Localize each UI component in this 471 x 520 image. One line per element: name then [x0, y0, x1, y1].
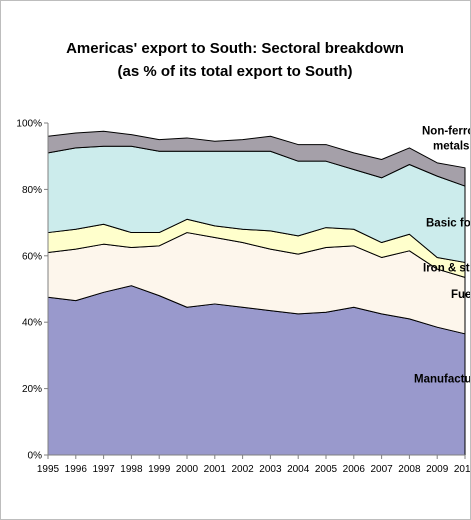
- x-tick-label: 2005: [315, 464, 338, 475]
- y-tick-label: 0%: [28, 451, 43, 462]
- x-tick-label: 2009: [426, 464, 449, 475]
- axis-layer: 0% 20% 40% 60% 80% 100% 1995 1996 1997 1998 1999 20…: [16, 119, 470, 476]
- y-tick-label: 40%: [22, 318, 42, 329]
- series-label-basic-foods: Basic foo: [426, 218, 470, 230]
- x-tick-label: 1998: [120, 464, 143, 475]
- x-tick-label: 2004: [287, 464, 310, 475]
- areas-layer: [47, 130, 466, 456]
- y-tick-label: 100%: [16, 119, 42, 130]
- x-tick-label: 2000: [176, 464, 199, 475]
- x-tick-label: 2006: [343, 464, 366, 475]
- y-tick-label: 80%: [22, 185, 42, 196]
- series-label-iron-steel: Iron & stee: [423, 262, 470, 274]
- chart-title: Americas' export to South: Sectoral brea…: [66, 40, 404, 57]
- chart-subtitle: (as % of its total export to South): [118, 63, 353, 80]
- y-tick-label: 60%: [22, 251, 42, 262]
- y-tick-label: 20%: [22, 384, 42, 395]
- x-tick-label: 2008: [398, 464, 421, 475]
- area-non-ferrous-metals: [47, 130, 466, 187]
- series-label-manufactures: Manufacture: [414, 374, 470, 386]
- x-tick-label: 2001: [204, 464, 227, 475]
- series-label-non-ferrous-metals-line2: metals: [433, 141, 469, 153]
- x-tick-label: 1997: [92, 464, 115, 475]
- x-tick-label: 2003: [259, 464, 282, 475]
- x-tick-label: 2002: [231, 464, 254, 475]
- x-tick-label: 1995: [37, 464, 60, 475]
- x-tick-label: 2010: [454, 464, 470, 475]
- series-labels-layer: Manufacture Fue Iron & stee Basic foo Non-fe…: [414, 126, 470, 386]
- x-tick-label: 1999: [148, 464, 171, 475]
- x-tick-label: 1996: [65, 464, 88, 475]
- series-label-non-ferrous-metals-line1: Non-ferrou: [422, 126, 470, 138]
- x-tick-label: 2007: [370, 464, 393, 475]
- series-label-fuels: Fue: [451, 289, 470, 301]
